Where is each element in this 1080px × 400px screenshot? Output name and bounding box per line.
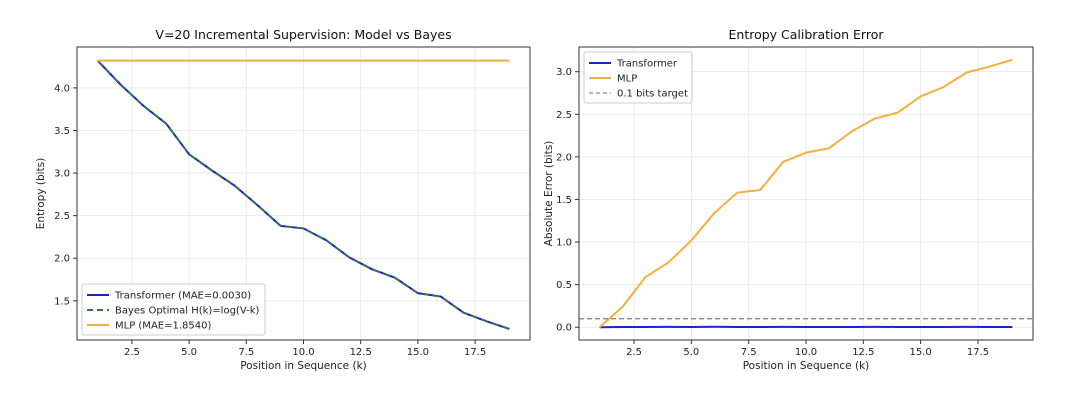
- legend-label: MLP (MAE=1.8540): [115, 321, 211, 332]
- chart-title: V=20 Incremental Supervision: Model vs B…: [155, 27, 451, 42]
- y-tick-label: 1.0: [556, 238, 572, 249]
- x-axis-label: Position in Sequence (k): [240, 360, 367, 372]
- y-tick-label: 2.5: [54, 211, 70, 222]
- chart-1: 2.5 5.0 7.5 10.0 12.5 15.0 17.5 1.5 2.0 2.5 3.0 3.5…: [35, 27, 531, 372]
- legend-label: 0.1 bits target: [617, 89, 688, 100]
- legend-label: Bayes Optimal H(k)=log(V-k): [115, 306, 259, 317]
- y-tick-label: 3.5: [54, 126, 70, 137]
- y-tick-label: 3.0: [556, 67, 572, 78]
- x-tick-label: 15.0: [910, 347, 932, 358]
- series-line-bayes: [97, 60, 510, 330]
- legend-label: Transformer (MAE=0.0030): [114, 291, 251, 302]
- x-tick-label: 12.5: [350, 347, 372, 358]
- legend: Transformer (MAE=0.0030) Bayes Optimal H(…: [81, 283, 266, 336]
- legend-label: Transformer: [616, 59, 678, 70]
- y-tick-label: 2.5: [556, 110, 572, 121]
- x-axis-label: Position in Sequence (k): [743, 360, 870, 372]
- x-tick-label: 10.0: [292, 347, 314, 358]
- x-tick-label: 2.5: [124, 347, 140, 358]
- axes-frame: [76, 46, 531, 341]
- legend: Transformer MLP 0.1 bits target: [583, 51, 693, 104]
- y-axis-label: Absolute Error (bits): [543, 141, 555, 247]
- y-tick-label: 0.0: [556, 323, 572, 334]
- y-tick-label: 3.0: [54, 169, 70, 180]
- y-tick-label: 1.5: [54, 296, 70, 307]
- x-tick-label: 17.5: [967, 347, 989, 358]
- x-tick-label: 12.5: [852, 347, 874, 358]
- y-tick-label: 1.5: [556, 195, 572, 206]
- x-tick-label: 7.5: [741, 347, 757, 358]
- series-line-mlp: [598, 58, 1013, 328]
- y-tick-label: 2.0: [556, 152, 572, 163]
- x-tick-label: 10.0: [795, 347, 817, 358]
- x-tick-label: 2.5: [626, 347, 642, 358]
- y-tick-label: 4.0: [54, 83, 70, 94]
- chart-title: Entropy Calibration Error: [729, 27, 885, 42]
- x-tick-label: 17.5: [464, 347, 486, 358]
- y-axis-label: Entropy (bits): [35, 158, 47, 230]
- legend-box: [583, 51, 693, 104]
- y-tick-label: 0.5: [556, 280, 572, 291]
- legend-box: [81, 283, 266, 336]
- chart-2: 2.5 5.0 7.5 10.0 12.5 15.0 17.5 0.0 0.5 1.0 1.5 2.0…: [543, 27, 1034, 372]
- x-tick-label: 15.0: [407, 347, 429, 358]
- axes-frame: [578, 46, 1034, 341]
- x-tick-label: 5.0: [683, 347, 699, 358]
- y-tick-label: 2.0: [54, 254, 70, 265]
- legend-label: MLP: [617, 74, 637, 85]
- x-tick-label: 7.5: [238, 347, 254, 358]
- x-tick-label: 5.0: [181, 347, 197, 358]
